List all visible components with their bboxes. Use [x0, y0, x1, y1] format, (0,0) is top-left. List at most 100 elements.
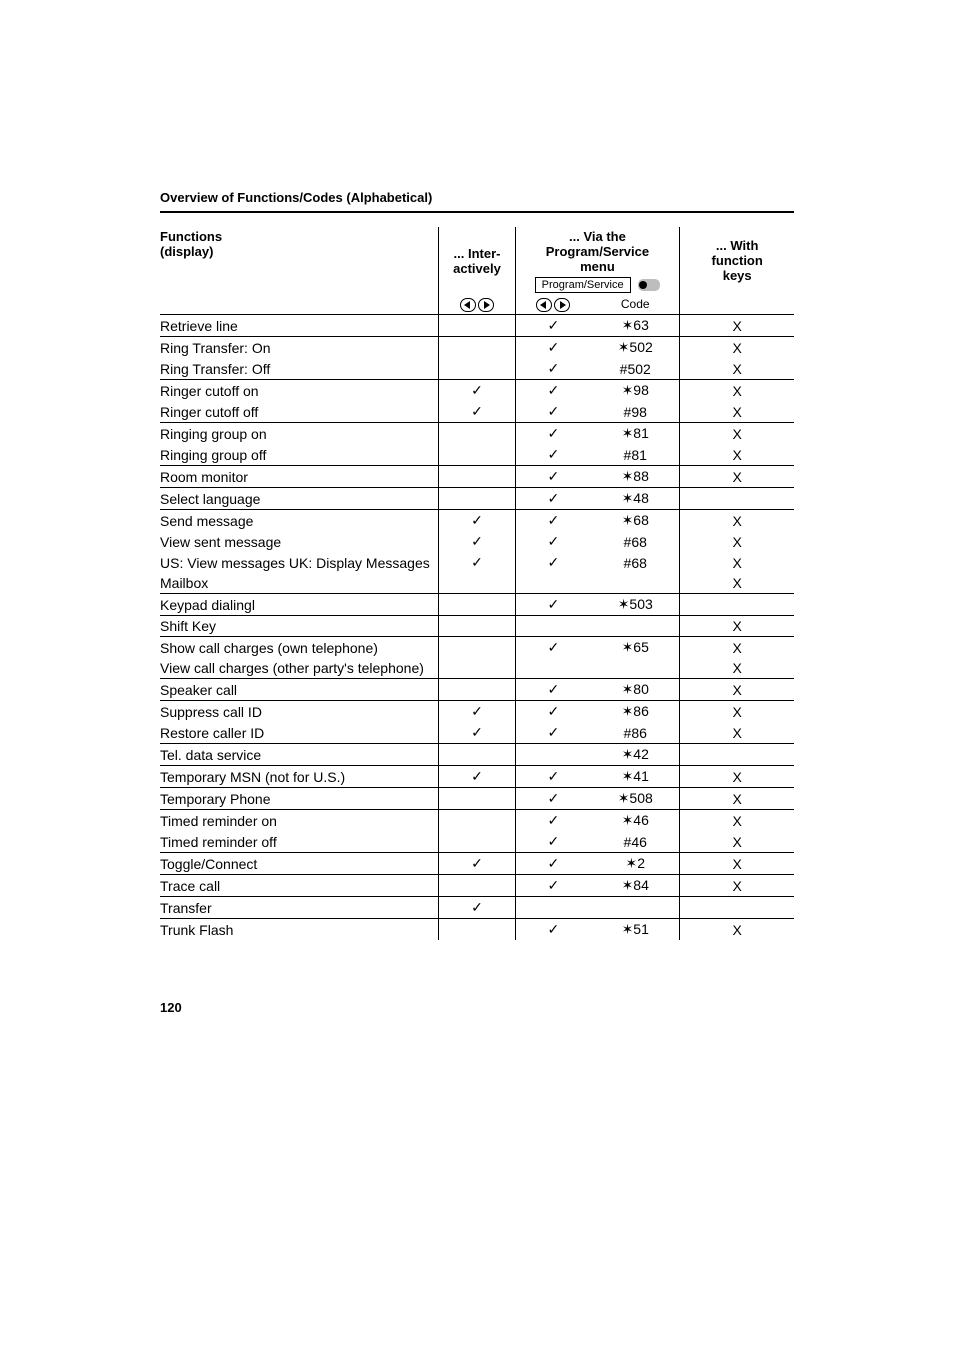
fn-cell: Send message [160, 510, 439, 532]
fn-cell: Ringer cutoff on [160, 380, 439, 402]
function-key-cell: X [680, 637, 794, 659]
interactively-cell [439, 831, 515, 853]
interactively-cell [439, 744, 515, 766]
via-menu-cell: ✓ [515, 401, 591, 423]
interactively-cell: ✓ [439, 401, 515, 423]
interactively-cell [439, 337, 515, 359]
arrow-keys-icon [536, 298, 570, 312]
via-menu-cell: ✓ [515, 637, 591, 659]
fn-cell: Show call charges (own telephone) [160, 637, 439, 659]
via-menu-cell: ✓ [515, 831, 591, 853]
table-row: Show call charges (own telephone) ✓✶65X [160, 637, 794, 659]
via-menu-cell: ✓ [515, 315, 591, 337]
code-cell: ✶65 [591, 637, 680, 659]
via-menu-cell: ✓ [515, 488, 591, 510]
via-menu-cell [515, 658, 591, 679]
code-cell [591, 573, 680, 594]
function-key-cell: X [680, 337, 794, 359]
table-row: Send message✓✓✶68X [160, 510, 794, 532]
col-functions: Functions(display) [160, 227, 439, 315]
interactively-cell [439, 423, 515, 445]
table-row: Ringer cutoff off✓✓#98X [160, 401, 794, 423]
page-number: 120 [160, 1000, 794, 1015]
function-key-cell [680, 594, 794, 616]
fn-cell: Shift Key [160, 616, 439, 637]
col-with-keys: ... Withfunctionkeys [680, 227, 794, 295]
code-cell: ✶502 [591, 337, 680, 359]
table-row: View sent message✓✓#68X [160, 531, 794, 552]
code-cell: ✶80 [591, 679, 680, 701]
fn-cell: Mailbox [160, 573, 439, 594]
table-row: Toggle/Connect✓✓✶2X [160, 853, 794, 875]
table-row: Ringer cutoff on✓✓✶98X [160, 380, 794, 402]
code-cell: #68 [591, 552, 680, 573]
function-key-cell [680, 488, 794, 510]
interactively-cell [439, 315, 515, 337]
code-cell: ✶46 [591, 810, 680, 832]
function-key-cell: X [680, 510, 794, 532]
code-cell [591, 897, 680, 919]
program-service-box: Program/Service [535, 277, 631, 293]
via-menu-cell: ✓ [515, 594, 591, 616]
fn-cell: US: View messages UK: Display Messages [160, 552, 439, 573]
arrow-keys-icon [460, 298, 494, 312]
code-cell: ✶84 [591, 875, 680, 897]
code-cell: #46 [591, 831, 680, 853]
fn-cell: Ringing group off [160, 444, 439, 466]
table-row: Retrieve line✓✶63X [160, 315, 794, 337]
header-rule [160, 211, 794, 213]
fn-cell: Suppress call ID [160, 701, 439, 723]
function-key-cell [680, 744, 794, 766]
col-interactively: ... Inter-actively [439, 227, 515, 295]
interactively-cell [439, 488, 515, 510]
interactively-cell: ✓ [439, 853, 515, 875]
fn-cell: Ring Transfer: On [160, 337, 439, 359]
function-key-cell: X [680, 831, 794, 853]
table-row: US: View messages UK: Display Messages✓✓… [160, 552, 794, 573]
fn-cell: Ringer cutoff off [160, 401, 439, 423]
interactively-cell [439, 788, 515, 810]
function-key-cell: X [680, 380, 794, 402]
via-menu-cell: ✓ [515, 444, 591, 466]
interactively-cell: ✓ [439, 722, 515, 744]
function-key-cell: X [680, 531, 794, 552]
code-cell: #98 [591, 401, 680, 423]
interactively-cell [439, 637, 515, 659]
via-menu-cell [515, 616, 591, 637]
interactively-cell [439, 616, 515, 637]
function-key-cell: X [680, 810, 794, 832]
fn-cell: Timed reminder on [160, 810, 439, 832]
via-menu-cell: ✓ [515, 722, 591, 744]
function-key-cell: X [680, 573, 794, 594]
code-cell: ✶503 [591, 594, 680, 616]
table-row: Mailbox X [160, 573, 794, 594]
fn-cell: Temporary MSN (not for U.S.) [160, 766, 439, 788]
table-row: Ring Transfer: On✓✶502X [160, 337, 794, 359]
fn-cell: Toggle/Connect [160, 853, 439, 875]
table-row: Select language✓✶48 [160, 488, 794, 510]
interactively-cell: ✓ [439, 766, 515, 788]
via-menu-cell: ✓ [515, 423, 591, 445]
fn-cell: Transfer [160, 897, 439, 919]
function-key-cell: X [680, 679, 794, 701]
fn-cell: Keypad dialingl [160, 594, 439, 616]
fn-cell: Speaker call [160, 679, 439, 701]
fn-cell: Ring Transfer: Off [160, 358, 439, 380]
via-menu-cell: ✓ [515, 853, 591, 875]
interactively-cell [439, 875, 515, 897]
fn-cell: Timed reminder off [160, 831, 439, 853]
code-cell: ✶508 [591, 788, 680, 810]
hdr-arrows-int [439, 295, 515, 315]
function-key-cell: X [680, 919, 794, 941]
table-row: Timed reminder on✓✶46X [160, 810, 794, 832]
col-code: Code [591, 295, 680, 315]
table-row: Shift KeyX [160, 616, 794, 637]
fn-cell: Retrieve line [160, 315, 439, 337]
interactively-cell [439, 466, 515, 488]
table-row: Temporary Phone✓✶508X [160, 788, 794, 810]
code-cell: ✶41 [591, 766, 680, 788]
table-row: Ring Transfer: Off✓#502X [160, 358, 794, 380]
hdr-arrows-via [515, 295, 591, 315]
interactively-cell: ✓ [439, 510, 515, 532]
table-row: Keypad dialingl ✓✶503 [160, 594, 794, 616]
